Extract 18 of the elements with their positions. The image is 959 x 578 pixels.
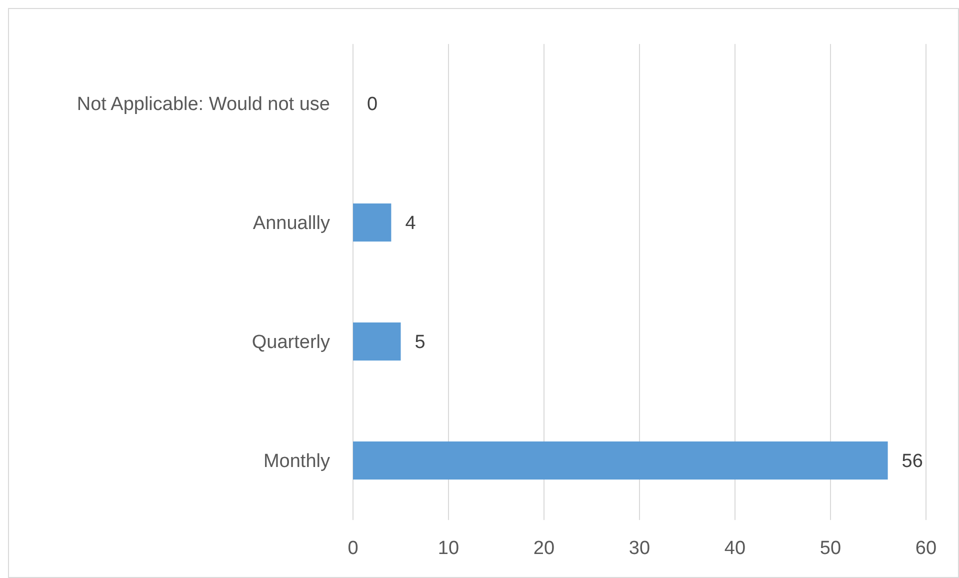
x-tick-label: 10	[438, 538, 460, 559]
x-tick-label: 20	[533, 538, 555, 559]
x-tick-label: 60	[915, 538, 937, 559]
bar	[353, 203, 392, 242]
data-label: 4	[405, 213, 416, 234]
x-tick-label: 30	[628, 538, 650, 559]
x-tick-label: 0	[348, 538, 358, 559]
bar	[353, 322, 401, 361]
y-tick-label: Quarterly	[252, 332, 330, 354]
data-label: 56	[902, 451, 923, 472]
y-tick-label: Not Applicable: Would not use	[76, 94, 330, 116]
data-label: 0	[367, 94, 378, 116]
y-tick-label: Annuallly	[252, 213, 330, 234]
x-tick-label: 50	[820, 538, 842, 559]
data-label: 5	[414, 332, 426, 354]
bar	[353, 441, 888, 480]
y-tick-label: Monthly	[263, 451, 330, 472]
x-tick-label: 40	[724, 538, 746, 559]
